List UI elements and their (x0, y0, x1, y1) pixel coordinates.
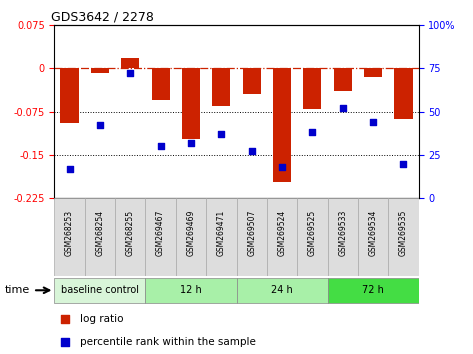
Bar (327, 198, 358, 276)
Bar (151, 68, 170, 100)
Bar (85, 198, 115, 276)
Bar (236, 198, 267, 276)
Bar (303, 68, 322, 109)
Text: time: time (5, 285, 30, 295)
Point (187, 140, 195, 145)
Text: GSM269524: GSM269524 (278, 210, 287, 256)
Bar (243, 68, 261, 94)
Point (66, 166, 73, 172)
Bar (145, 278, 236, 303)
Point (218, 131, 225, 137)
Text: GSM269534: GSM269534 (368, 210, 377, 256)
Bar (388, 198, 419, 276)
Point (369, 119, 377, 125)
Point (96, 122, 104, 128)
Bar (182, 68, 200, 139)
Text: GSM269469: GSM269469 (186, 210, 195, 256)
Bar (115, 198, 146, 276)
Text: 12 h: 12 h (180, 285, 202, 295)
Point (157, 143, 165, 149)
Text: GSM268255: GSM268255 (126, 210, 135, 256)
Bar (212, 68, 230, 106)
Point (400, 161, 407, 166)
Bar (121, 58, 140, 68)
Bar (297, 198, 327, 276)
Bar (267, 198, 297, 276)
Text: GSM269525: GSM269525 (308, 210, 317, 256)
Bar (364, 68, 382, 77)
Text: GSM269507: GSM269507 (247, 210, 256, 256)
Text: GSM269535: GSM269535 (399, 210, 408, 256)
Bar (358, 198, 388, 276)
Point (339, 105, 347, 111)
Text: 72 h: 72 h (362, 285, 384, 295)
Bar (54, 278, 146, 303)
Point (308, 130, 316, 135)
Text: GSM268254: GSM268254 (96, 210, 105, 256)
Bar (176, 198, 206, 276)
Bar (327, 278, 419, 303)
Bar (236, 278, 327, 303)
Text: GSM268253: GSM268253 (65, 210, 74, 256)
Text: GSM269467: GSM269467 (156, 210, 165, 256)
Text: GDS3642 / 2278: GDS3642 / 2278 (51, 11, 154, 24)
Bar (206, 198, 236, 276)
Bar (145, 198, 176, 276)
Bar (273, 68, 291, 182)
Text: percentile rank within the sample: percentile rank within the sample (80, 337, 256, 347)
Point (278, 164, 286, 170)
Point (332, 249, 340, 255)
Text: GSM269471: GSM269471 (217, 210, 226, 256)
Point (126, 70, 134, 76)
Bar (394, 68, 412, 119)
Bar (61, 68, 79, 123)
Text: baseline control: baseline control (61, 285, 139, 295)
Point (248, 149, 255, 154)
Text: log ratio: log ratio (80, 314, 123, 324)
Bar (54, 198, 85, 276)
Bar (91, 68, 109, 73)
Point (332, 37, 340, 42)
Text: GSM269533: GSM269533 (338, 210, 347, 256)
Bar (333, 68, 352, 91)
Text: 24 h: 24 h (271, 285, 293, 295)
